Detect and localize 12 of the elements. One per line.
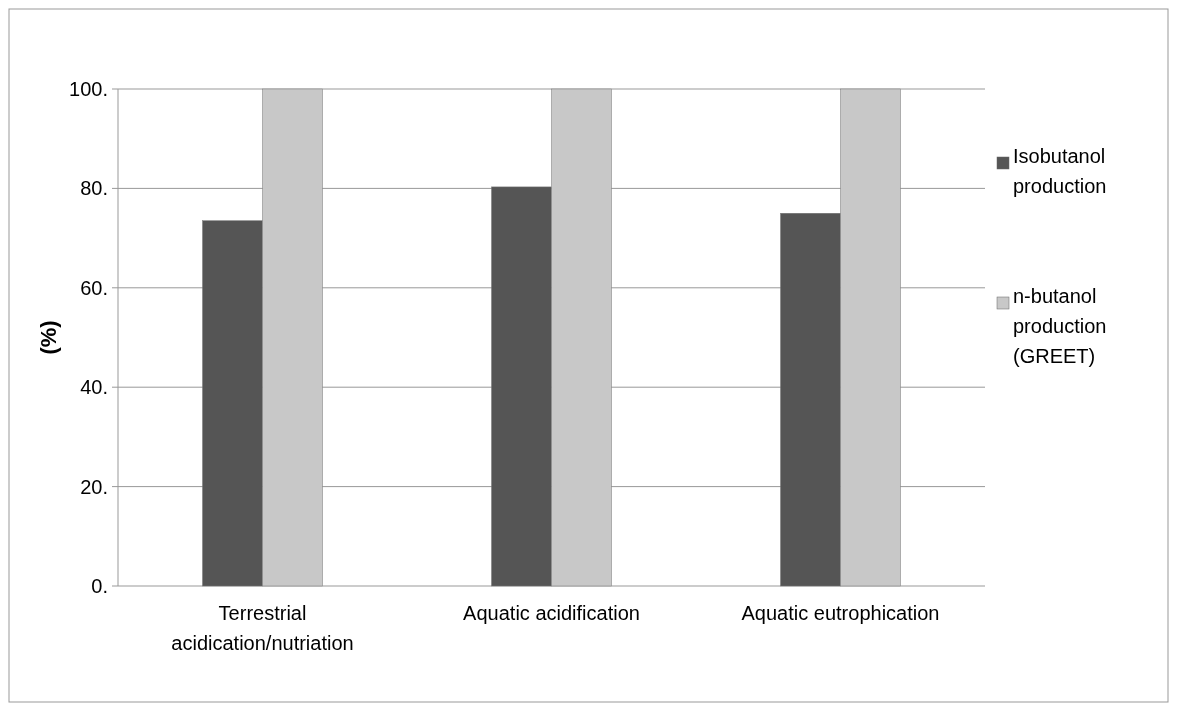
y-tick-label: 0.	[91, 575, 108, 597]
y-tick-label: 80.	[80, 177, 108, 200]
x-tick-label: Aquatic acidification	[463, 602, 640, 624]
x-tick-label: Aquatic eutrophication	[741, 602, 940, 624]
y-tick-label: 60.	[80, 276, 108, 299]
y-tick-label: 100.	[69, 78, 108, 100]
x-tick-label: Terrestrial acidication/nutriation	[171, 602, 354, 654]
y-tick-label: 40.	[80, 376, 108, 399]
legend-label: n-butanol production (GREET)	[1013, 285, 1107, 367]
y-axis-title: (%)	[36, 320, 61, 355]
y-tick-label: 20.	[80, 475, 108, 498]
legend-label: Isobutanol production	[1013, 145, 1107, 197]
